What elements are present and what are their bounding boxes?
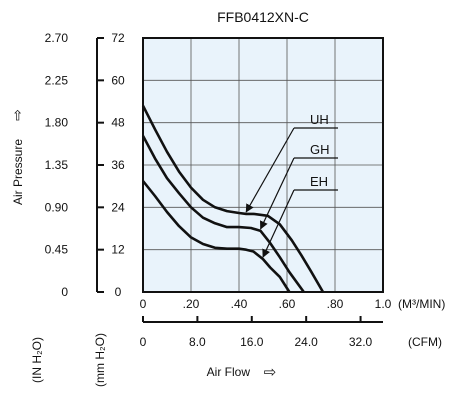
- x-axis-title: Air Flow: [207, 365, 251, 379]
- y-axis-arrow-icon: ⇨: [9, 109, 25, 121]
- y-unit-label-in: (IN H₂O): [30, 337, 44, 383]
- curve-leader-arrow: [245, 127, 295, 213]
- y-tick-label-mm: 0: [115, 285, 122, 299]
- curve-leader-arrow: [260, 157, 295, 230]
- x-unit-label-m3: (M³/MIN): [398, 297, 445, 311]
- y-tick-label-in: 1.80: [45, 116, 69, 130]
- x-tick-label-m3: .40: [231, 297, 248, 311]
- plot-frame: [142, 37, 384, 293]
- y-tick-label-in: 0: [61, 285, 68, 299]
- x-tick-label-m3: 0: [140, 297, 147, 311]
- curve-label-uh: UH: [310, 112, 329, 127]
- series-line-uh: [141, 105, 325, 293]
- curve-label-gh: GH: [310, 142, 330, 157]
- y-tick-label-mm: 36: [111, 158, 125, 172]
- y-tick-label-mm: 72: [111, 31, 125, 45]
- y-tick-label-mm: 60: [111, 73, 125, 87]
- series-line-eh: [141, 180, 291, 293]
- chart-title: FFB0412XN-C: [217, 9, 309, 25]
- x-tick-label-m3: 1.0: [375, 297, 392, 311]
- y-tick-label-mm: 12: [111, 243, 125, 257]
- y-tick-label-in: 1.35: [45, 158, 69, 172]
- y-tick-label-in: 2.25: [45, 73, 69, 87]
- curve-leader-arrow: [262, 189, 295, 258]
- x-tick-label-cfm: 32.0: [349, 335, 373, 349]
- y-tick-label-in: 0.45: [45, 243, 69, 257]
- x-tick-label-m3: .60: [279, 297, 296, 311]
- x-unit-label-cfm: (CFM): [408, 335, 442, 349]
- y-tick-label-mm: 24: [111, 200, 125, 214]
- y-tick-label-in: 2.70: [45, 31, 69, 45]
- y-tick-label-in: 0.90: [45, 200, 69, 214]
- x-axis-arrow-icon: ⇨: [264, 364, 277, 381]
- x-tick-label-cfm: 24.0: [294, 335, 318, 349]
- x-tick-label-cfm: 8.0: [189, 335, 206, 349]
- x-tick-label-m3: .80: [327, 297, 344, 311]
- y-unit-label-mm: (mm H₂O): [93, 333, 107, 387]
- y-axis-title: Air Pressure: [11, 139, 25, 205]
- x-tick-label-m3: .20: [183, 297, 200, 311]
- series-line-gh: [141, 135, 305, 293]
- x-tick-label-cfm: 16.0: [240, 335, 264, 349]
- curve-label-eh: EH: [310, 174, 328, 189]
- x-tick-label-cfm: 0: [140, 335, 147, 349]
- y-tick-label-mm: 48: [111, 116, 125, 130]
